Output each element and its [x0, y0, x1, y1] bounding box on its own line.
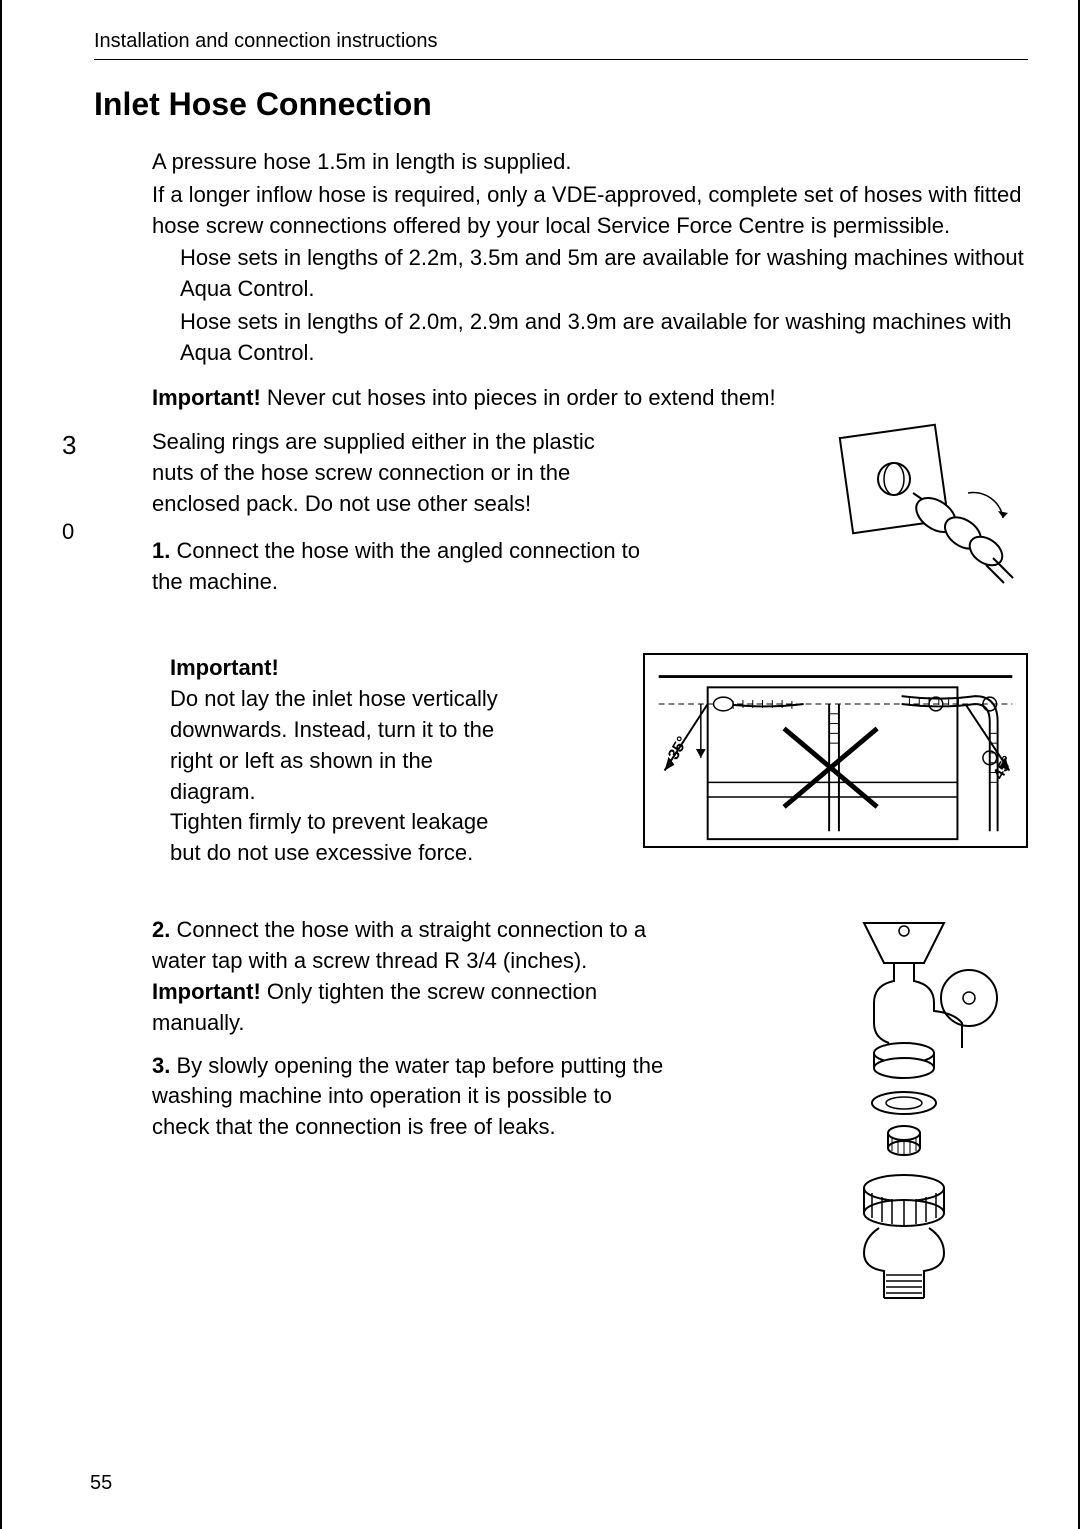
important-label: Important!: [152, 385, 261, 410]
important-hose-direction: Important! Do not lay the inlet hose ver…: [152, 653, 1028, 873]
bullet-2: Hose sets in lengths of 2.0m, 2.9m and 3…: [180, 307, 1028, 369]
important-2-label: Important!: [170, 653, 520, 684]
step-1-number: 1.: [152, 538, 170, 563]
angled-hose-diagram-icon: [818, 423, 1028, 588]
step-2-number: 2.: [152, 917, 170, 942]
step-2-important-label: Important!: [152, 979, 261, 1004]
intro-line-2: If a longer inflow hose is required, onl…: [152, 180, 1028, 242]
sealing-ring-text: Sealing rings are supplied either in the…: [152, 427, 642, 519]
hose-angle-diagram-icon: 35° 45°: [643, 653, 1028, 848]
steps-text: 2. Connect the hose with a straight conn…: [152, 915, 672, 1143]
sealing-and-step1: 3 0 Sealing rings are supplied either in…: [152, 427, 1028, 597]
page: Installation and connection instructions…: [0, 0, 1080, 1529]
angle-45-label: 45°: [990, 754, 1017, 783]
page-number: 55: [90, 1472, 112, 1495]
step-3-number: 3.: [152, 1053, 170, 1078]
step-2-text: Connect the hose with a straight connect…: [152, 917, 646, 973]
step-1: 1. Connect the hose with the angled conn…: [152, 536, 642, 598]
intro-line-1: A pressure hose 1.5m in length is suppli…: [152, 147, 1028, 178]
page-header: Installation and connection instructions: [94, 30, 1028, 60]
important-2-p2: Tighten firmly to prevent leakage but do…: [170, 807, 520, 869]
margin-marker-0: 0: [62, 517, 74, 548]
important-2-p1: Do not lay the inlet hose vertically dow…: [170, 684, 520, 807]
tap-connection-diagram-icon: [804, 903, 1004, 1303]
content-body: A pressure hose 1.5m in length is suppli…: [152, 147, 1028, 1315]
step-3-text: By slowly opening the water tap before p…: [152, 1053, 663, 1140]
important-no-cut: Important! Never cut hoses into pieces i…: [152, 383, 1028, 414]
hose-availability-list: Hose sets in lengths of 2.2m, 3.5m and 5…: [180, 243, 1028, 368]
step-1-text: Connect the hose with the angled connect…: [152, 538, 640, 594]
section-title: Inlet Hose Connection: [94, 86, 1028, 123]
steps-2-3-block: 2. Connect the hose with a straight conn…: [152, 915, 1028, 1315]
important-text: Never cut hoses into pieces in order to …: [261, 385, 776, 410]
important-text-block: Important! Do not lay the inlet hose ver…: [170, 653, 520, 869]
margin-marker-3: 3: [62, 427, 76, 463]
step-3: 3. By slowly opening the water tap befor…: [152, 1051, 672, 1143]
step-2: 2. Connect the hose with a straight conn…: [152, 915, 672, 1038]
intro-block: A pressure hose 1.5m in length is suppli…: [152, 147, 1028, 413]
bullet-1: Hose sets in lengths of 2.2m, 3.5m and 5…: [180, 243, 1028, 305]
